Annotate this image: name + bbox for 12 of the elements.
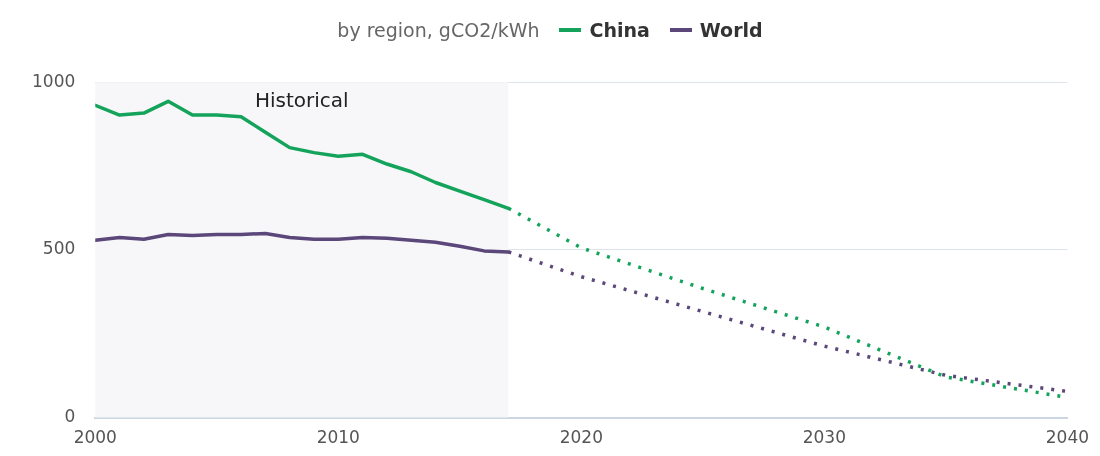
x-tick-label: 2020	[559, 427, 603, 448]
x-tick-label: 2030	[802, 427, 846, 448]
x-tick-label: 2010	[316, 427, 360, 448]
legend-label: World	[699, 19, 763, 41]
y-tick-label: 0	[64, 406, 76, 427]
legend-title: by region, gCO2/kWh	[337, 19, 540, 41]
x-tick-label: 2040	[1045, 427, 1089, 448]
y-tick-label: 500	[42, 238, 76, 259]
x-tick-label: 2000	[73, 427, 117, 448]
band-label: Historical	[254, 88, 349, 113]
y-tick-label: 1000	[32, 70, 76, 91]
legend-label: China	[589, 19, 650, 41]
